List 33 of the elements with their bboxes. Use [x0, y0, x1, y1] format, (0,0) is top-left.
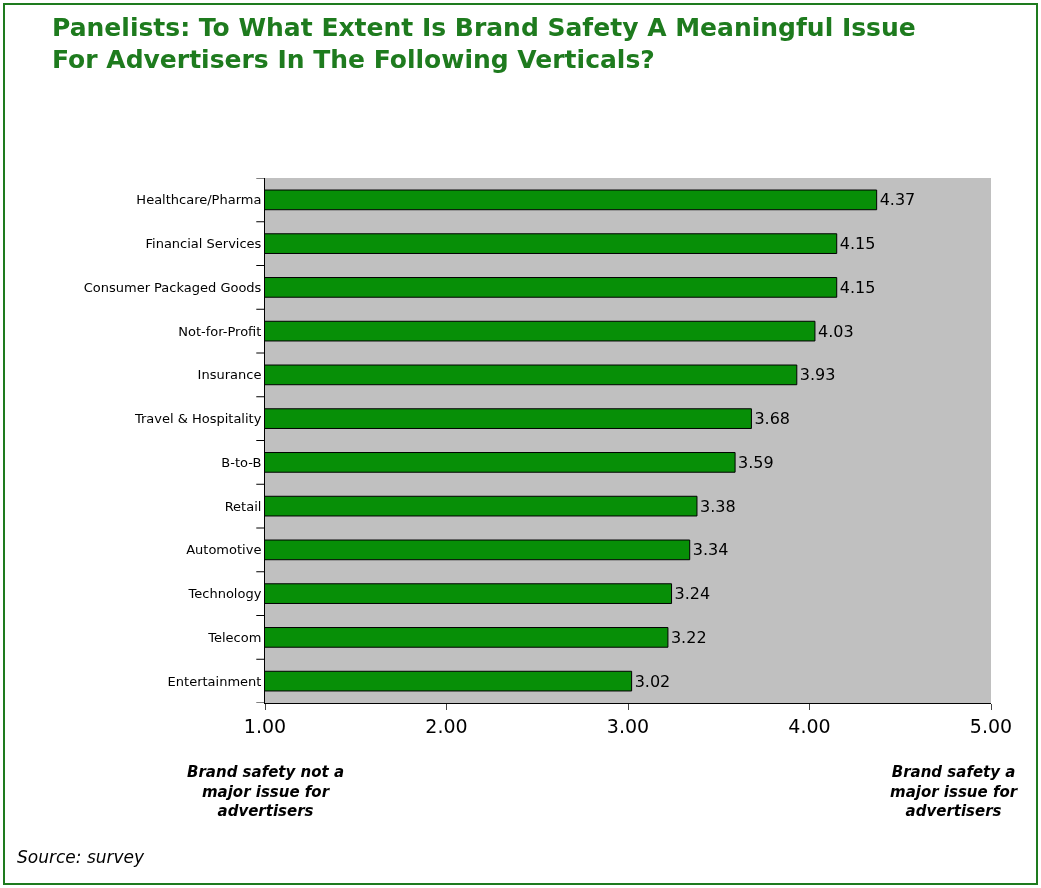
y-tick-label: Telecom — [207, 629, 262, 645]
x-tick-label: 2.00 — [425, 714, 468, 737]
y-tick-label: Healthcare/Pharma — [136, 192, 262, 208]
text: Brand safety a major issue for advertisers — [890, 763, 1019, 820]
y-tick-label: B-to-B — [221, 454, 262, 470]
y-tick-label: Retail — [224, 498, 262, 514]
x-tick-label: 5.00 — [969, 714, 1013, 737]
source-note: Source: survey — [17, 847, 146, 867]
text: Brand safety not a major issue for advertisers — [187, 763, 345, 820]
data-label: 4.15 — [839, 234, 876, 254]
y-tick-label: Financial Services — [145, 236, 262, 252]
data-label: 3.93 — [799, 365, 836, 385]
data-label: 4.15 — [839, 277, 876, 297]
x-tick-label: 1.00 — [243, 714, 287, 737]
y-tick-label: Entertainment — [167, 673, 262, 689]
data-label: 3.24 — [674, 584, 711, 604]
x-tick-label: 4.00 — [788, 714, 831, 737]
data-label: 3.38 — [699, 496, 736, 516]
y-tick-label: Insurance — [197, 367, 262, 383]
data-label: 4.37 — [879, 190, 916, 210]
x-tick-label: 3.00 — [606, 714, 650, 737]
y-tick-label: Travel & Hospitality — [133, 411, 262, 427]
y-tick-label: Technology — [187, 586, 262, 602]
chart-title: Panelists: To What Extent Is Brand Safety A Meaningful Issue For Advertisers In The Following Verticals? — [52, 12, 916, 75]
data-label: 3.68 — [754, 409, 791, 429]
y-tick-label: Not-for-Profit — [178, 323, 262, 339]
y-tick-label: Consumer Packaged Goods — [83, 279, 262, 295]
data-label: 3.02 — [634, 671, 671, 691]
data-label: 3.34 — [692, 540, 729, 560]
data-label: 3.22 — [670, 627, 707, 647]
y-tick-label: Automotive — [186, 542, 262, 558]
data-label: 3.59 — [738, 452, 774, 472]
data-label: 4.03 — [817, 321, 854, 341]
